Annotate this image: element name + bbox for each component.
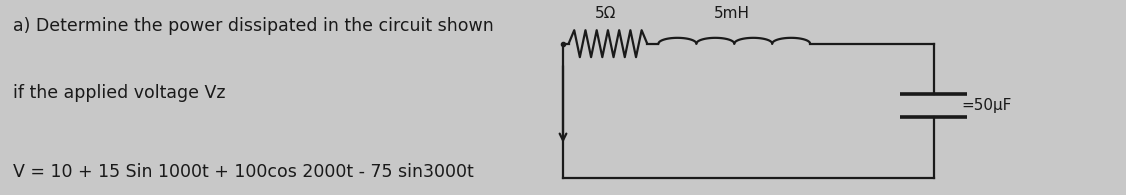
Text: V = 10 + 15 Sin 1000t + 100cos 2000t - 75 sin3000t: V = 10 + 15 Sin 1000t + 100cos 2000t - 7… xyxy=(12,163,473,181)
Text: a) Determine the power dissipated in the circuit shown: a) Determine the power dissipated in the… xyxy=(12,17,493,35)
Text: if the applied voltage Vz: if the applied voltage Vz xyxy=(12,84,225,102)
Text: 5Ω: 5Ω xyxy=(595,6,616,21)
Text: =50μF: =50μF xyxy=(962,98,1012,113)
Text: 5mH: 5mH xyxy=(714,6,750,21)
